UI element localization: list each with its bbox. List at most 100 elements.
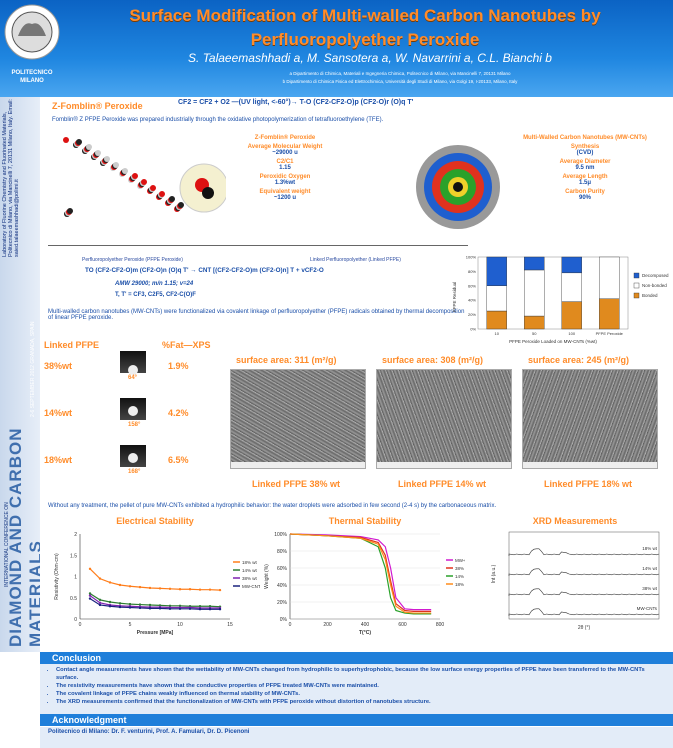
mwcnt-properties: Multi-Walled Carbon Nanotubes (MW-CNTs) S…: [510, 132, 660, 201]
property-value: 1.15: [279, 165, 291, 171]
surface-area: surface area: 311 (m²/g): [236, 355, 337, 365]
pfpe-residual-chart: PFPE Residual 0% 20% 40% 60% 80% 100% 10 50 100 PF…: [452, 255, 669, 345]
data-point: [208, 608, 212, 611]
y-tick: 0: [74, 617, 77, 623]
legend-label: MW-CNTs: [455, 558, 465, 563]
legend-label: Decomposed: [642, 273, 669, 278]
bar-segment: [524, 269, 545, 317]
legend-label: 38% wt: [455, 566, 465, 571]
y-tick: 60%: [277, 566, 288, 572]
property-key: Synthesis: [570, 144, 600, 150]
series-line: [89, 595, 220, 609]
bar-segment: [561, 256, 582, 274]
legend-swatch: [633, 282, 640, 289]
conclusion-header: Conclusion: [40, 652, 673, 664]
linked-pfpe-header: Linked PFPE: [44, 340, 100, 350]
legend-label: 38% wt: [642, 586, 658, 591]
contact-angle: 64°: [128, 375, 138, 381]
xps-value: 6.5%: [168, 455, 189, 465]
conclusion-item: Contact angle measurements have shown th…: [56, 666, 665, 682]
x-axis-label: T(°C): [359, 630, 371, 636]
data-point: [148, 603, 152, 607]
x-tick: 15: [227, 622, 233, 628]
y-tick: 0%: [280, 617, 288, 623]
xrd-chart: XRD Measurements 18% wt 14% wt 38% wt MW-CNT…: [491, 516, 660, 631]
legend-label: 18% wt: [455, 582, 465, 587]
series-line: [89, 568, 221, 591]
droplet: [128, 365, 138, 375]
x-tick: 0: [289, 622, 292, 628]
politecnico-logo: POLITECNICO MILANO: [4, 4, 60, 84]
property-key: Average Length: [562, 174, 608, 180]
property-value: ~29000 u: [272, 150, 298, 156]
atom: [169, 196, 175, 202]
data-point: [98, 577, 102, 580]
contact-angle: 168°: [128, 469, 141, 475]
legend-label: 18% wt: [242, 560, 258, 565]
data-point: [178, 607, 182, 610]
property-value: 1.5μ: [578, 180, 591, 186]
bar-segment: [599, 256, 620, 299]
xps-value: 1.9%: [168, 361, 189, 371]
xps-header: %Fat—XPS: [162, 340, 211, 350]
sem-image: [230, 369, 366, 469]
droplet-photo: [120, 398, 146, 420]
y-tick: 0%: [470, 327, 476, 332]
surface-area: surface area: 245 (m²/g): [528, 355, 630, 365]
property-value: (CVD): [576, 150, 594, 156]
contact-info: Laboratory of Fluorine Chemistry and Flu…: [2, 99, 20, 257]
y-axis-label: PFPE Residual: [452, 282, 457, 313]
property-key: Average Diameter: [559, 159, 611, 165]
sidebar: Laboratory of Fluorine Chemistry and Flu…: [0, 97, 40, 652]
data-point: [168, 607, 172, 610]
data-point: [218, 588, 222, 592]
data-point: [88, 594, 92, 597]
sem-info-bar: [523, 462, 657, 468]
sem-info-bar: [231, 462, 365, 468]
poster-title: Surface Modification of Multi-walled Car…: [129, 6, 601, 49]
series-line: [289, 533, 432, 612]
droplet: [128, 453, 138, 463]
xrd-pattern: [508, 568, 660, 576]
data-point: [138, 606, 142, 610]
pfpe-percent: 14%wt: [44, 408, 73, 418]
data-point: [118, 602, 122, 605]
peroxide-label: Z-Fomblin® Peroxide: [52, 101, 143, 111]
bar-segment: [561, 301, 582, 330]
bar-segment: [486, 310, 507, 330]
property-value: ~1200 u: [273, 195, 297, 201]
property-key: Carbon Purity: [565, 189, 605, 195]
property-key: Average Molecular Weight: [247, 144, 323, 150]
bar-segment: [486, 256, 507, 286]
sem-caption: Linked PFPE 38% wt: [252, 479, 341, 489]
thermal-stability-chart: Thermal Stability 0% 20% 40% 60% 80% 100% 0 200 4…: [264, 516, 465, 636]
x-axis-label: Pressure [MPa]: [137, 630, 174, 636]
droplet-photo: [120, 445, 146, 467]
bar-segment: [486, 285, 507, 312]
reaction-amw: AMW 29000; m/n 1.15; v=24: [115, 281, 194, 287]
y-tick: 0.5: [70, 596, 77, 602]
atom: [122, 168, 128, 174]
sem-info-bar: [377, 462, 511, 468]
reaction-formula: TO (CF2-CF2-O)m (CF2-O)n (O)q T' → CNT […: [85, 267, 324, 274]
y-tick: 40%: [468, 298, 476, 303]
data-point: [218, 608, 222, 611]
y-tick: 2: [74, 532, 77, 538]
peroxide-description: Fomblin® Z PFPE Peroxide was prepared in…: [52, 117, 384, 123]
data-point: [138, 603, 142, 606]
y-tick: 80%: [468, 269, 476, 274]
legend-label: MW-CNTs: [637, 606, 658, 611]
data-point: [188, 607, 192, 610]
conclusion-item: The covalent linkage of PFPE chains weak…: [56, 690, 665, 698]
conference-name: DIAMOND AND CARBON MATERIALS: [6, 427, 40, 647]
conclusion-body: Contact angle measurements have shown th…: [40, 664, 673, 714]
data-point: [118, 605, 122, 609]
legend-label: 38% wt: [242, 576, 258, 581]
conclusion-item: The resistivity measurements have shown …: [56, 682, 665, 690]
legend-label: Non-bonded: [642, 283, 667, 288]
chart-title: Electrical Stability: [116, 516, 194, 526]
atom: [132, 173, 138, 179]
y-axis-label: Weight (%): [264, 564, 270, 589]
x-tick: 600: [398, 622, 407, 628]
cnt-illustration: [416, 145, 500, 229]
